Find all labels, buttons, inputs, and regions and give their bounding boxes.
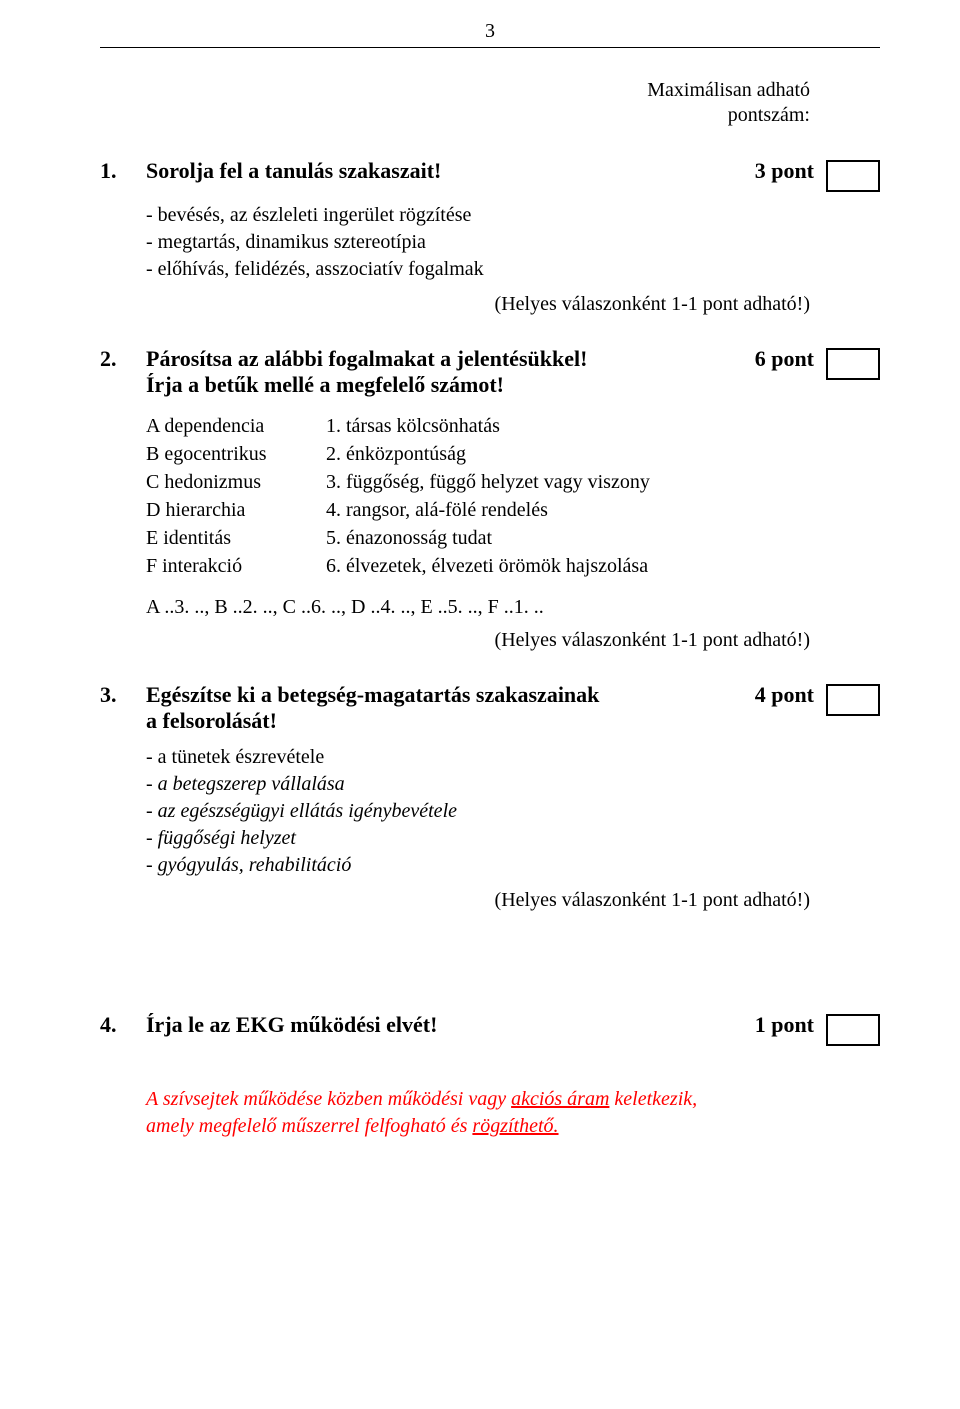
q2-number: 2. bbox=[100, 346, 146, 372]
pair-right: 3. függőség, függő helyzet vagy viszony bbox=[326, 468, 880, 496]
q3-number: 3. bbox=[100, 682, 146, 708]
q4-score-box[interactable] bbox=[826, 1014, 880, 1046]
q4-points: 1 pont bbox=[724, 1012, 814, 1038]
pair-left: A dependencia bbox=[146, 412, 326, 440]
pair-row: F interakció 6. élvezetek, élvezeti öröm… bbox=[146, 552, 880, 580]
pair-left: E identitás bbox=[146, 524, 326, 552]
q3-bullet-italic: - gyógyulás, rehabilitáció bbox=[146, 852, 880, 879]
question-2: 2. Párosítsa az alábbi fogalmakat a jele… bbox=[100, 346, 880, 652]
pair-row: D hierarchia 4. rangsor, alá-fölé rendel… bbox=[146, 496, 880, 524]
q4-answer-underline1: akciós áram bbox=[511, 1088, 609, 1110]
page-number: 3 bbox=[100, 20, 880, 43]
q3-score-box[interactable] bbox=[826, 684, 880, 716]
q2-pair-table: A dependencia 1. társas kölcsönhatás B e… bbox=[146, 412, 880, 580]
q3-bullet-italic: - függőségi helyzet bbox=[146, 825, 880, 852]
pair-left: F interakció bbox=[146, 552, 326, 580]
q3-header: 3. Egészítse ki a betegség-magatartás sz… bbox=[100, 682, 880, 734]
q2-score-box[interactable] bbox=[826, 348, 880, 380]
top-rule bbox=[100, 47, 880, 48]
q4-answer-part2: keletkezik, bbox=[609, 1088, 697, 1110]
q3-note: (Helyes válaszonként 1-1 pont adható!) bbox=[100, 889, 880, 912]
q1-bullet: - bevésés, az észleleti ingerület rögzít… bbox=[146, 202, 880, 229]
max-points-line-1: Maximálisan adható bbox=[100, 78, 810, 103]
q4-answer: A szívsejtek működése közben működési va… bbox=[146, 1086, 880, 1140]
q3-title: Egészítse ki a betegség-magatartás szaka… bbox=[146, 682, 724, 734]
q1-title: Sorolja fel a tanulás szakaszait! bbox=[146, 158, 724, 184]
q3-title-line1: Egészítse ki a betegség-magatartás szaka… bbox=[146, 682, 724, 708]
q1-bullets: - bevésés, az észleleti ingerület rögzít… bbox=[146, 202, 880, 283]
q4-number: 4. bbox=[100, 1012, 146, 1038]
q4-answer-part1: A szívsejtek működése közben működési va… bbox=[146, 1088, 511, 1110]
q3-bullet: - a tünetek észrevétele bbox=[146, 744, 880, 771]
q2-title: Párosítsa az alábbi fogalmakat a jelenté… bbox=[146, 346, 724, 398]
q2-title-line1: Párosítsa az alábbi fogalmakat a jelenté… bbox=[146, 346, 724, 372]
q4-answer-part3: amely megfelelő műszerrel felfogható és bbox=[146, 1115, 472, 1137]
q4-header: 4. Írja le az EKG működési elvét! 1 pont bbox=[100, 1012, 880, 1046]
q4-answer-underline2: rögzíthető. bbox=[472, 1115, 558, 1137]
q1-bullet: - megtartás, dinamikus sztereotípia bbox=[146, 229, 880, 256]
q3-bullets: - a tünetek észrevétele - a betegszerep … bbox=[146, 744, 880, 879]
q3-bullet-italic: - az egészségügyi ellátás igénybevétele bbox=[146, 798, 880, 825]
q1-score-box[interactable] bbox=[826, 160, 880, 192]
pair-right: 2. énközpontúság bbox=[326, 440, 880, 468]
q2-header: 2. Párosítsa az alábbi fogalmakat a jele… bbox=[100, 346, 880, 398]
q4-title: Írja le az EKG működési elvét! bbox=[146, 1012, 724, 1038]
q2-answers: A ..3. .., B ..2. .., C ..6. .., D ..4. … bbox=[146, 596, 880, 619]
pair-right: 5. énazonosság tudat bbox=[326, 524, 880, 552]
pair-left: C hedonizmus bbox=[146, 468, 326, 496]
question-3: 3. Egészítse ki a betegség-magatartás sz… bbox=[100, 682, 880, 912]
pair-row: C hedonizmus 3. függőség, függő helyzet … bbox=[146, 468, 880, 496]
q3-bullet-italic: - a betegszerep vállalása bbox=[146, 771, 880, 798]
pair-left: B egocentrikus bbox=[146, 440, 326, 468]
q1-number: 1. bbox=[100, 158, 146, 184]
pair-right: 1. társas kölcsönhatás bbox=[326, 412, 880, 440]
q1-bullet: - előhívás, felidézés, asszociatív fogal… bbox=[146, 256, 880, 283]
pair-row: E identitás 5. énazonosság tudat bbox=[146, 524, 880, 552]
q2-note: (Helyes válaszonként 1-1 pont adható!) bbox=[100, 629, 880, 652]
pair-left: D hierarchia bbox=[146, 496, 326, 524]
pair-row: A dependencia 1. társas kölcsönhatás bbox=[146, 412, 880, 440]
spacer bbox=[100, 942, 880, 1012]
max-points-label: Maximálisan adható pontszám: bbox=[100, 78, 880, 128]
question-4: 4. Írja le az EKG működési elvét! 1 pont… bbox=[100, 1012, 880, 1140]
q1-header: 1. Sorolja fel a tanulás szakaszait! 3 p… bbox=[100, 158, 880, 192]
pair-right: 4. rangsor, alá-fölé rendelés bbox=[326, 496, 880, 524]
page: 3 Maximálisan adható pontszám: 1. Sorolj… bbox=[0, 0, 960, 1409]
max-points-line-2: pontszám: bbox=[100, 103, 810, 128]
q1-points: 3 pont bbox=[724, 158, 814, 184]
pair-row: B egocentrikus 2. énközpontúság bbox=[146, 440, 880, 468]
pair-right: 6. élvezetek, élvezeti örömök hajszolása bbox=[326, 552, 880, 580]
q2-points: 6 pont bbox=[724, 346, 814, 372]
question-1: 1. Sorolja fel a tanulás szakaszait! 3 p… bbox=[100, 158, 880, 316]
q3-points: 4 pont bbox=[724, 682, 814, 708]
q2-title-line2: Írja a betűk mellé a megfelelő számot! bbox=[146, 372, 724, 398]
q1-note: (Helyes válaszonként 1-1 pont adható!) bbox=[100, 293, 880, 316]
q3-title-line2: a felsorolását! bbox=[146, 708, 724, 734]
